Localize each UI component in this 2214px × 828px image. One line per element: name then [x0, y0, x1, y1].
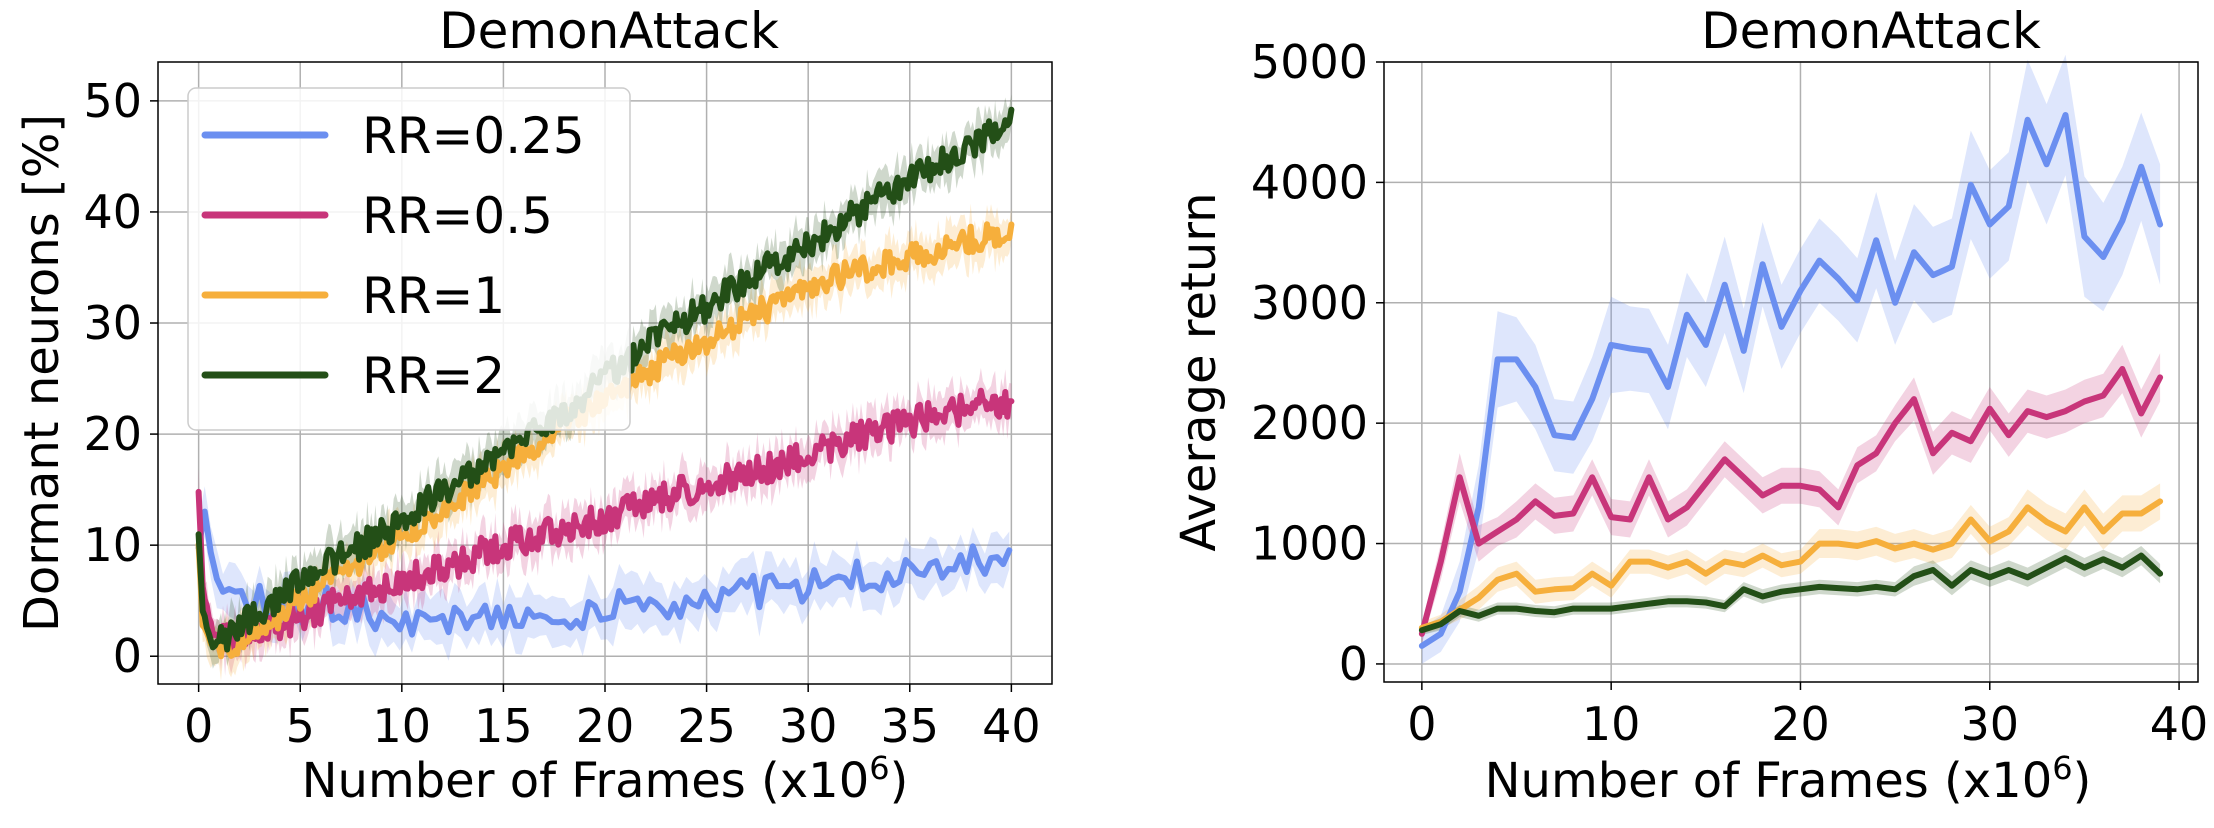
- legend: RR=0.25 RR=0.5 RR=1 RR=2: [187, 87, 631, 431]
- left-chart-x-ticks: 0 5 10 15 20 25 30 35 40: [184, 684, 1041, 753]
- legend-box: [187, 87, 631, 431]
- x-tick-label: 40: [2150, 697, 2209, 751]
- y-tick-label: 0: [113, 629, 142, 683]
- y-tick-label: 3000: [1251, 276, 1368, 330]
- left-chart-title: DemonAttack: [439, 2, 779, 60]
- right-chart-title: DemonAttack: [1701, 2, 2041, 60]
- series-line-rr-0-5: [1418, 366, 2164, 637]
- right-chart-ylabel: Average return: [1171, 192, 1227, 551]
- right-chart-plot-frame: [1383, 61, 2199, 683]
- y-tick-label: 5000: [1251, 35, 1368, 89]
- left-chart-xlabel: Number of Frames (x106): [302, 749, 909, 809]
- x-tick-label: 15: [474, 699, 533, 753]
- legend-label: RR=0.5: [362, 187, 553, 245]
- series-line-rr-0-5: [195, 387, 1015, 653]
- y-tick-label: 40: [83, 185, 142, 239]
- y-tick-label: 30: [83, 296, 142, 350]
- x-tick-label: 0: [184, 699, 213, 753]
- x-tick-label: 40: [982, 699, 1041, 753]
- legend-label: RR=0.25: [362, 107, 585, 165]
- x-tick-label: 10: [1582, 697, 1641, 751]
- x-tick-label: 20: [1771, 697, 1830, 751]
- y-tick-label: 2000: [1251, 396, 1368, 450]
- right-chart-x-ticks: 0 10 20 30 40: [1407, 682, 2208, 751]
- y-tick-label: 10: [83, 518, 142, 572]
- series-line-rr-1: [1418, 498, 2164, 631]
- x-tick-label: 35: [880, 699, 939, 753]
- left-chart-ylabel: Dormant neurons [%]: [14, 114, 70, 632]
- series-line-rr-2: [1418, 552, 2164, 634]
- y-tick-label: 0: [1339, 637, 1368, 691]
- right-chart-bands: [1421, 54, 2161, 664]
- band-rr-0-5: [1421, 344, 2161, 644]
- series-line-rr-0-25: [195, 508, 1013, 638]
- x-tick-label: 20: [576, 699, 635, 753]
- right-chart-average-return: DemonAttack 0 10 20 30 40 0 1000 2000 3000 4000 5…: [1171, 2, 2208, 809]
- left-chart-dormant-neurons: DemonAttack 0 5 10 15 20 25 30 35 40 0 10 20 30 40 50…: [14, 2, 1053, 809]
- x-tick-label: 30: [779, 699, 838, 753]
- y-tick-label: 50: [83, 74, 142, 128]
- y-tick-label: 20: [83, 407, 142, 461]
- right-chart-xlabel: Number of Frames (x106): [1485, 749, 2092, 809]
- legend-label: RR=2: [362, 347, 505, 405]
- x-tick-label: 0: [1407, 697, 1436, 751]
- right-chart-y-ticks: 0 1000 2000 3000 4000 5000: [1251, 35, 1384, 691]
- y-tick-label: 4000: [1251, 155, 1368, 209]
- series-line-rr-0-25: [1418, 112, 2164, 649]
- x-tick-label: 30: [1960, 697, 2019, 751]
- x-tick-label: 10: [373, 699, 432, 753]
- x-tick-label: 5: [286, 699, 315, 753]
- band-rr-1: [198, 203, 1012, 681]
- legend-label: RR=1: [362, 267, 505, 325]
- band-rr-0-25: [1421, 54, 2161, 664]
- x-tick-label: 25: [677, 699, 736, 753]
- left-chart-y-ticks: 0 10 20 30 40 50: [83, 74, 158, 683]
- right-chart-lines: [1418, 112, 2164, 649]
- y-tick-label: 1000: [1251, 517, 1368, 571]
